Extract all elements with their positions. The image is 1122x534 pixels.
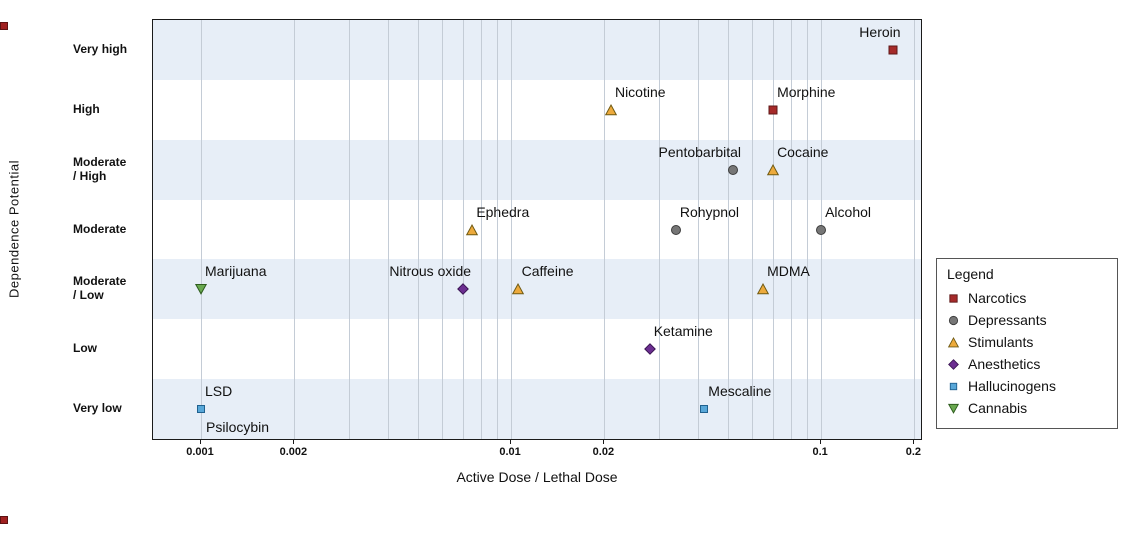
point-marker-alcohol <box>815 224 827 236</box>
legend-label: Narcotics <box>968 290 1027 306</box>
legend-label: Stimulants <box>968 334 1034 350</box>
legend-label: Anesthetics <box>968 356 1041 372</box>
cannabis-marker-icon <box>947 403 960 414</box>
legend-items: Narcotics Depressants Stimulants Anesthetic… <box>947 287 1107 419</box>
x-tick-mark <box>603 440 605 444</box>
point-label-marijuana: Marijuana <box>205 263 267 280</box>
y-axis-label: Moderate <box>73 221 127 236</box>
y-axis-label: Moderate / Low <box>73 274 127 303</box>
point-marker-mdma <box>756 283 770 295</box>
point-marker-ephedra <box>466 223 479 236</box>
legend-title: Legend <box>947 266 994 282</box>
point-marker-caffeine <box>511 283 524 295</box>
x-axis-title: Active Dose / Lethal Dose <box>456 469 618 485</box>
point-marker-rohypnol <box>670 224 682 236</box>
gridline <box>481 20 482 439</box>
x-tick-label: 0.2 <box>905 446 922 458</box>
x-tick-mark <box>820 440 822 444</box>
gridline <box>604 20 606 439</box>
gridline <box>752 20 754 439</box>
gridline <box>914 20 916 439</box>
point-marker-nicotine <box>604 103 618 116</box>
legend-item-anesthetics: Anesthetics <box>947 353 1107 375</box>
point-marker-mescaline <box>698 403 710 415</box>
legend: Legend Narcotics Depressants Stimulants Ane… <box>936 258 1118 429</box>
x-tick-mark <box>510 440 512 444</box>
x-tick-mark <box>293 440 295 444</box>
point-label-psilocybin: Psilocybin <box>206 419 270 436</box>
narcotics-marker-icon <box>947 293 960 304</box>
gridline <box>511 20 513 439</box>
point-label-lsd: LSD <box>205 383 233 400</box>
gridline <box>349 20 350 439</box>
legend-item-depressants: Depressants <box>947 309 1107 331</box>
point-label-morphine: Morphine <box>777 83 836 100</box>
point-label-rohypnol: Rohypnol <box>679 203 739 220</box>
gridline <box>201 20 202 439</box>
x-tick-mark <box>200 440 201 444</box>
point-marker-marijuana <box>194 283 208 296</box>
legend-label: Depressants <box>968 312 1047 328</box>
depressants-marker-icon <box>947 315 960 326</box>
y-axis-title: Dependence Potential <box>6 160 22 298</box>
legend-item-cannabis: Cannabis <box>947 397 1107 419</box>
point-marker-nitrous-oxide <box>457 283 469 296</box>
point-marker-pentobarbital <box>727 164 739 176</box>
point-marker-heroin <box>887 44 899 56</box>
point-marker-psilocybin <box>195 403 207 415</box>
gridline <box>387 20 389 439</box>
y-axis-label: Very low <box>73 401 122 416</box>
point-marker-cocaine <box>766 163 780 176</box>
point-label-nicotine: Nicotine <box>614 83 666 100</box>
hallucinogens-marker-icon <box>947 381 960 392</box>
y-axis-labels: Very high High Moderate / High Moderate Moder… <box>73 19 149 440</box>
legend-label: Hallucinogens <box>968 378 1056 394</box>
point-label-heroin: Heroin <box>859 23 901 40</box>
x-tick-label: 0.1 <box>812 446 828 458</box>
y-axis-label: Moderate / High <box>73 154 127 183</box>
x-axis-ticks: 0.001 0.002 0.01 0.02 0.1 0.2 <box>152 440 922 464</box>
legend-item-narcotics: Narcotics <box>947 287 1107 309</box>
point-marker-ketamine <box>643 343 656 356</box>
point-label-mdma: MDMA <box>767 263 810 280</box>
gridline <box>442 20 444 439</box>
x-tick-label: 0.002 <box>279 446 308 458</box>
point-label-ephedra: Ephedra <box>476 203 530 220</box>
point-label-cocaine: Cocaine <box>777 143 829 160</box>
gridline <box>496 20 498 439</box>
gridline <box>463 20 464 439</box>
legend-item-hallucinogens: Hallucinogens <box>947 375 1107 397</box>
stimulants-marker-icon <box>947 336 960 348</box>
anesthetics-marker-icon <box>947 358 960 370</box>
point-label-mescaline: Mescaline <box>708 383 772 400</box>
gridline <box>727 20 729 439</box>
plot-area: Heroin Nicotine Morphine Pentobarbital Cocai… <box>152 19 922 440</box>
point-label-alcohol: Alcohol <box>825 203 872 220</box>
x-tick-label: 0.001 <box>186 446 214 458</box>
row-band <box>153 20 921 80</box>
red-artifact-top-icon <box>0 22 8 30</box>
gridline <box>417 20 419 439</box>
point-marker-morphine <box>767 104 779 116</box>
x-tick-mark <box>913 440 915 444</box>
red-artifact-bottom-icon <box>0 516 8 524</box>
legend-item-stimulants: Stimulants <box>947 331 1107 353</box>
point-label-pentobarbital: Pentobarbital <box>658 143 742 160</box>
legend-label: Cannabis <box>968 400 1028 416</box>
gridline <box>294 20 296 439</box>
y-axis-label: Very high <box>73 41 128 56</box>
x-tick-label: 0.01 <box>499 446 521 458</box>
y-axis-label: High <box>73 101 100 116</box>
point-label-nitrous-oxide: Nitrous oxide <box>389 263 472 280</box>
gridline <box>773 20 775 439</box>
point-label-caffeine: Caffeine <box>521 263 574 280</box>
y-axis-label: Low <box>73 341 97 356</box>
x-tick-label: 0.02 <box>592 446 615 458</box>
gridline <box>697 20 699 439</box>
point-label-ketamine: Ketamine <box>653 323 713 340</box>
